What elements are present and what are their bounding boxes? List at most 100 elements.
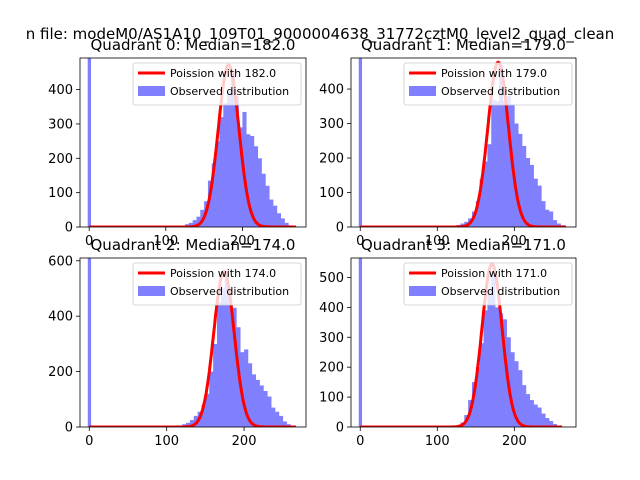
histogram-bar: [230, 72, 236, 227]
histogram-bar: [192, 220, 197, 227]
histogram-bar: [475, 367, 480, 427]
legend-hist-swatch: [409, 286, 436, 296]
y-tick-label: 300: [48, 117, 73, 132]
histogram-bar: [280, 218, 285, 227]
histogram-bar: [276, 213, 282, 227]
histogram-bar: [271, 407, 276, 427]
histogram-bar: [533, 404, 538, 427]
x-tick-label: 200: [502, 234, 527, 249]
legend-box: [132, 62, 302, 106]
legend-line-label: Poission with 179.0: [441, 67, 547, 80]
x-tick-label: 100: [425, 234, 450, 249]
y-tick-label: 0: [336, 221, 344, 236]
y-tick-label: 0: [336, 421, 344, 436]
y-tick-label: 400: [319, 301, 344, 316]
histogram-bar: [498, 313, 504, 427]
histogram-bar: [188, 222, 193, 227]
axes-frame: [350, 257, 577, 428]
histogram-bar: [232, 307, 237, 427]
histogram-bar: [487, 289, 492, 427]
subplot-title: Quadrant 3: Median=171.0: [361, 236, 566, 254]
histogram-bar: [246, 134, 251, 227]
histogram-bar: [518, 133, 523, 227]
histogram-bar: [483, 310, 488, 427]
histogram-bar: [487, 144, 492, 227]
y-tick-label: 300: [319, 117, 344, 132]
histogram-bar: [234, 96, 239, 227]
quadrant-2-plot: 0 100 200 0 200 400 600 Poission with 174.0 Obse…: [48, 236, 307, 449]
histogram-bar: [491, 99, 496, 227]
histogram-bar: [250, 135, 255, 227]
quadrant-3-plot: 0 100 200 0 100 200 300 400 500 Poission with 171…: [319, 236, 577, 449]
histogram-bar: [263, 390, 268, 427]
subplot-title: Quadrant 2: Median=174.0: [91, 236, 296, 254]
histogram-bar: [541, 413, 546, 427]
histogram-bar: [522, 385, 527, 427]
histogram-bar: [549, 211, 554, 227]
x-tick-label: 0: [356, 434, 364, 449]
histogram-bar: [525, 394, 531, 427]
y-tick-label: 0: [65, 221, 73, 236]
histogram-bar: [498, 64, 504, 227]
histogram-bar: [475, 201, 480, 227]
histogram-bar: [495, 307, 500, 427]
legend-box: [403, 262, 573, 306]
histogram-bar: [556, 223, 561, 227]
histogram-bar: [207, 180, 213, 227]
histogram-bar: [518, 370, 523, 427]
y-tick-label: 500: [319, 271, 344, 286]
x-tick-label: 0: [85, 234, 93, 249]
poisson-curve: [359, 60, 567, 227]
y-tick-label: 200: [319, 152, 344, 167]
histogram-bar: [506, 95, 511, 227]
histogram-bar: [549, 421, 554, 427]
x-tick-label: 100: [153, 234, 178, 249]
histogram-bar: [495, 101, 500, 227]
x-tick-label: 0: [85, 434, 93, 449]
histogram-bar: [525, 158, 531, 227]
y-tick-label: 200: [48, 365, 73, 380]
quadrant-1-histogram: [358, 58, 565, 227]
histogram-bar: [238, 127, 243, 227]
histogram-bar: [491, 271, 496, 427]
histogram-bar: [269, 199, 274, 227]
histogram-bar: [471, 382, 477, 427]
histogram-bar: [247, 363, 253, 427]
legend-hist-label: Observed distribution: [170, 85, 289, 98]
y-tick-label: 400: [48, 83, 73, 98]
quadrant-0-plot: 0 100 200 0 100 200 300 400 Poission with 182.0 O…: [48, 36, 307, 249]
x-tick-label: 200: [502, 434, 527, 449]
histogram-bar: [220, 288, 226, 427]
histogram-bar: [502, 319, 507, 427]
histogram-bar: [541, 201, 546, 227]
histogram-bar: [545, 209, 550, 227]
histogram-bar: [215, 141, 220, 227]
legend-hist-swatch: [409, 86, 436, 96]
histogram-bar: [196, 216, 201, 227]
histogram-bar: [205, 393, 210, 427]
subplot-title: Quadrant 1: Median=179.0: [361, 36, 566, 54]
y-tick-label: 400: [319, 83, 344, 98]
histogram-bar: [273, 205, 278, 227]
histogram-bar: [257, 158, 262, 227]
legend-box: [132, 262, 302, 306]
histogram-bar: [552, 220, 558, 227]
y-tick-label: 0: [65, 421, 73, 436]
histogram-bar: [479, 343, 484, 427]
x-tick-label: 200: [232, 434, 257, 449]
histogram-bar: [213, 343, 218, 427]
histogram-bar: [251, 374, 256, 427]
legend-line-label: Poission with 174.0: [170, 267, 276, 280]
axes-frame: [79, 57, 307, 228]
quadrant-0-histogram: [87, 58, 297, 227]
histogram-bar: [216, 302, 222, 427]
histogram-bar: [533, 178, 538, 227]
histogram-bar: [514, 123, 519, 227]
histogram-bar: [253, 146, 259, 227]
x-tick-label: 0: [356, 234, 364, 249]
histogram-bar: [282, 421, 287, 427]
histogram-bar: [514, 361, 519, 427]
legend-hist-swatch: [138, 286, 165, 296]
histogram-bar: [227, 91, 232, 227]
